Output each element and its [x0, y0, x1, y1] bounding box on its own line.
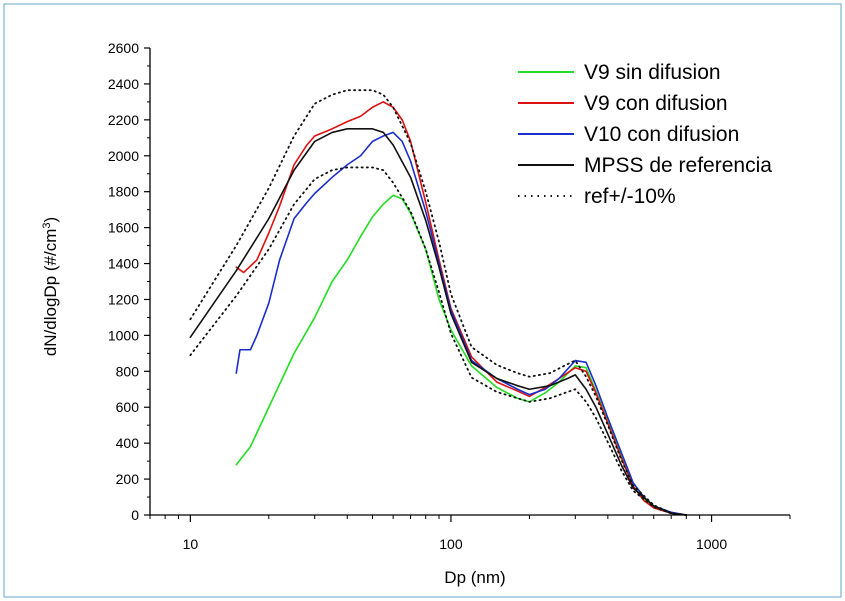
- y-tick-label: 1800: [108, 184, 139, 200]
- y-tick-label: 2000: [108, 148, 139, 164]
- y-tick-label: 1400: [108, 256, 139, 272]
- y-tick-label: 1200: [108, 291, 139, 307]
- y-tick-label: 0: [131, 507, 139, 523]
- y-axis-title-main: dN/dlogDp (#/cm: [41, 229, 60, 357]
- series-line-ref-lower-bound: [189, 166, 688, 516]
- series-line-ref-10-: [189, 89, 688, 516]
- x-tick-label: 100: [439, 536, 463, 552]
- legend-label: ref+/-10%: [584, 185, 676, 208]
- series-line-v10-con-difusion: [235, 131, 688, 516]
- y-tick-label: 600: [116, 399, 140, 415]
- y-tick-label: 400: [116, 435, 140, 451]
- ticks-layer: 0 200 400 600 800 1000 1200 1400 1600 1800 2000 220…: [108, 40, 791, 552]
- legend: V9 sin difusion V9 con difusion V10 con di…: [518, 61, 772, 208]
- y-tick-label: 1600: [108, 220, 139, 236]
- legend-label: V9 con difusion: [584, 92, 728, 115]
- axes-layer: [149, 48, 790, 516]
- y-tick-label: 2600: [108, 40, 139, 56]
- y-axis-title-close: ): [41, 217, 60, 223]
- figure-border: [3, 3, 842, 598]
- y-tick-label: 200: [116, 471, 140, 487]
- y-axis-title-superscript: 3: [41, 222, 53, 228]
- series-line-mpss-de-referencia: [189, 128, 688, 516]
- series-line-v9-con-difusion: [235, 101, 688, 516]
- y-tick-label: 1000: [108, 327, 139, 343]
- legend-label: V9 sin difusion: [584, 61, 721, 84]
- legend-label: MPSS de referencia: [584, 154, 772, 177]
- y-axis-title: dN/dlogDp (#/cm3): [41, 217, 60, 356]
- x-tick-label: 10: [183, 536, 199, 552]
- series-layer: [189, 89, 688, 516]
- y-tick-label: 2400: [108, 76, 139, 92]
- legend-label: V10 con difusion: [584, 123, 739, 146]
- y-tick-label: 2200: [108, 112, 139, 128]
- y-tick-label: 800: [116, 363, 140, 379]
- x-tick-label: 1000: [696, 536, 727, 552]
- x-axis-title: Dp (nm): [444, 568, 505, 587]
